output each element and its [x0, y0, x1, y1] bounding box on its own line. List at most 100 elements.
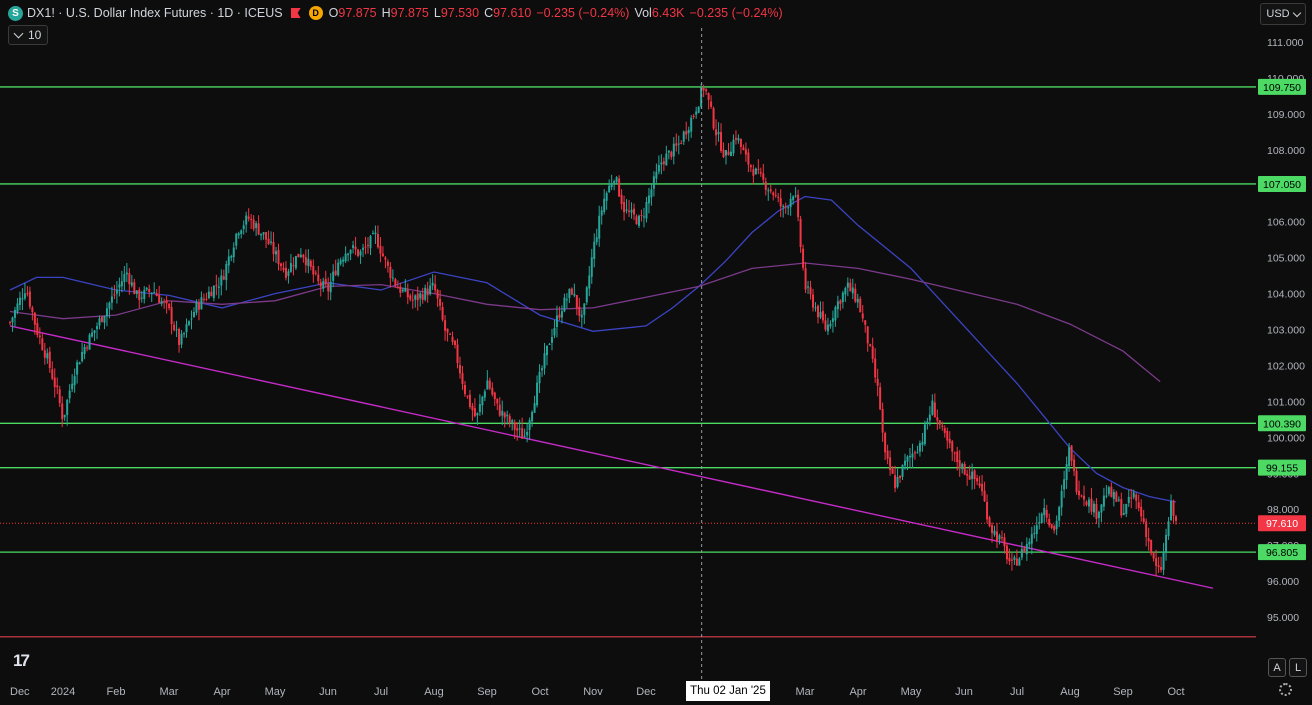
time-tick-label: Dec [636, 686, 656, 698]
candle-body [829, 323, 832, 327]
last-price-tag [1258, 515, 1306, 532]
candle-body [185, 324, 188, 333]
candle-body [217, 286, 220, 288]
candle-body [1058, 507, 1061, 521]
candle-body [1043, 507, 1046, 516]
candle-body [782, 206, 785, 208]
candle-body [807, 286, 810, 288]
candle-body [575, 295, 578, 308]
candle-body [645, 202, 648, 219]
candle-body [461, 373, 464, 384]
candle-body [1018, 558, 1021, 566]
candle-body [110, 296, 113, 303]
candle-body [456, 344, 459, 364]
candle-body [697, 106, 700, 113]
candle-body [96, 326, 99, 330]
auto-scale-button[interactable]: A [1268, 658, 1286, 677]
candle-body [43, 350, 46, 358]
candle-body [225, 263, 228, 281]
symbol-title[interactable]: DX1! · U.S. Dollar Index Futures · 1D · … [27, 6, 283, 20]
symbol-logo-icon: S [8, 5, 23, 21]
time-tick-label: Aug [1060, 686, 1080, 698]
candle-body [329, 281, 332, 293]
candle-body [553, 328, 556, 336]
candle-body [625, 209, 628, 211]
candle-body [802, 248, 805, 268]
candle-body [958, 460, 961, 469]
ma-fast-line [9, 195, 1177, 503]
candle-body [707, 92, 710, 100]
candle-body [322, 281, 325, 289]
candle-body [120, 281, 123, 287]
candle-body [966, 473, 969, 476]
candle-body [265, 232, 268, 240]
flag-icon[interactable] [290, 8, 301, 18]
settings-gear-icon[interactable] [1279, 683, 1292, 696]
candle-body [1170, 501, 1173, 520]
candle-body [548, 344, 551, 346]
price-tick-label: 105.000 [1267, 253, 1305, 265]
level-price-label: 99.155 [1266, 463, 1298, 475]
candle-body [521, 428, 524, 439]
symbol-legend[interactable]: S DX1! · U.S. Dollar Index Futures · 1D … [8, 4, 788, 22]
price-axis: 95.00096.00097.00098.00099.000100.000101… [1258, 37, 1306, 624]
candle-body [424, 287, 427, 300]
candle-body [737, 138, 740, 141]
candle-body [1130, 497, 1133, 499]
candle-body [1073, 459, 1076, 472]
candle-body [362, 247, 365, 250]
candles-layer [9, 83, 1177, 577]
candle-body [861, 313, 864, 319]
candle-body [759, 172, 762, 174]
tradingview-logo[interactable]: 17 [13, 651, 30, 670]
candle-body [471, 405, 474, 411]
candle-body [712, 108, 715, 129]
candle-body [988, 517, 991, 527]
candle-body [742, 147, 745, 151]
candle-body [304, 257, 307, 266]
candle-body [100, 316, 103, 322]
currency-button[interactable]: USD [1260, 3, 1306, 25]
time-tick-label: 2024 [51, 686, 75, 698]
time-tick-label: Oct [1167, 686, 1184, 698]
candle-body [727, 151, 730, 155]
candle-body [51, 369, 54, 379]
price-tick-label: 100.000 [1267, 432, 1305, 444]
candle-body [541, 368, 544, 371]
candle-body [342, 259, 345, 262]
candle-body [894, 475, 897, 489]
candle-body [814, 307, 817, 309]
candle-body [836, 301, 839, 310]
indicators-toggle[interactable]: 10 [8, 25, 49, 45]
candle-body [603, 198, 606, 212]
time-tick-label: Oct [531, 686, 548, 698]
candle-body [38, 335, 41, 338]
candle-body [672, 143, 675, 157]
candle-body [1068, 447, 1071, 467]
price-tick-label: 109.000 [1267, 109, 1305, 121]
candle-body [180, 333, 183, 345]
candle-body [458, 365, 461, 374]
candle-body [143, 289, 146, 299]
candle-body [816, 305, 819, 318]
log-scale-button[interactable]: L [1289, 658, 1307, 677]
candle-body [948, 438, 951, 444]
candle-body [501, 410, 504, 416]
candle-body [53, 377, 56, 388]
candle-body [118, 284, 121, 288]
candle-body [936, 417, 939, 421]
candle-body [640, 215, 643, 217]
candle-body [215, 285, 218, 287]
candle-body [739, 138, 742, 148]
candle-body [374, 232, 377, 235]
candle-body [508, 415, 511, 423]
candle-body [158, 295, 161, 303]
candle-body [1048, 518, 1051, 526]
candle-body [1075, 471, 1078, 492]
candle-body [188, 321, 191, 325]
candle-body [483, 391, 486, 398]
candle-body [18, 297, 21, 305]
ohlc-close-value: 97.610 [493, 6, 532, 20]
price-tick-label: 101.000 [1267, 396, 1305, 408]
